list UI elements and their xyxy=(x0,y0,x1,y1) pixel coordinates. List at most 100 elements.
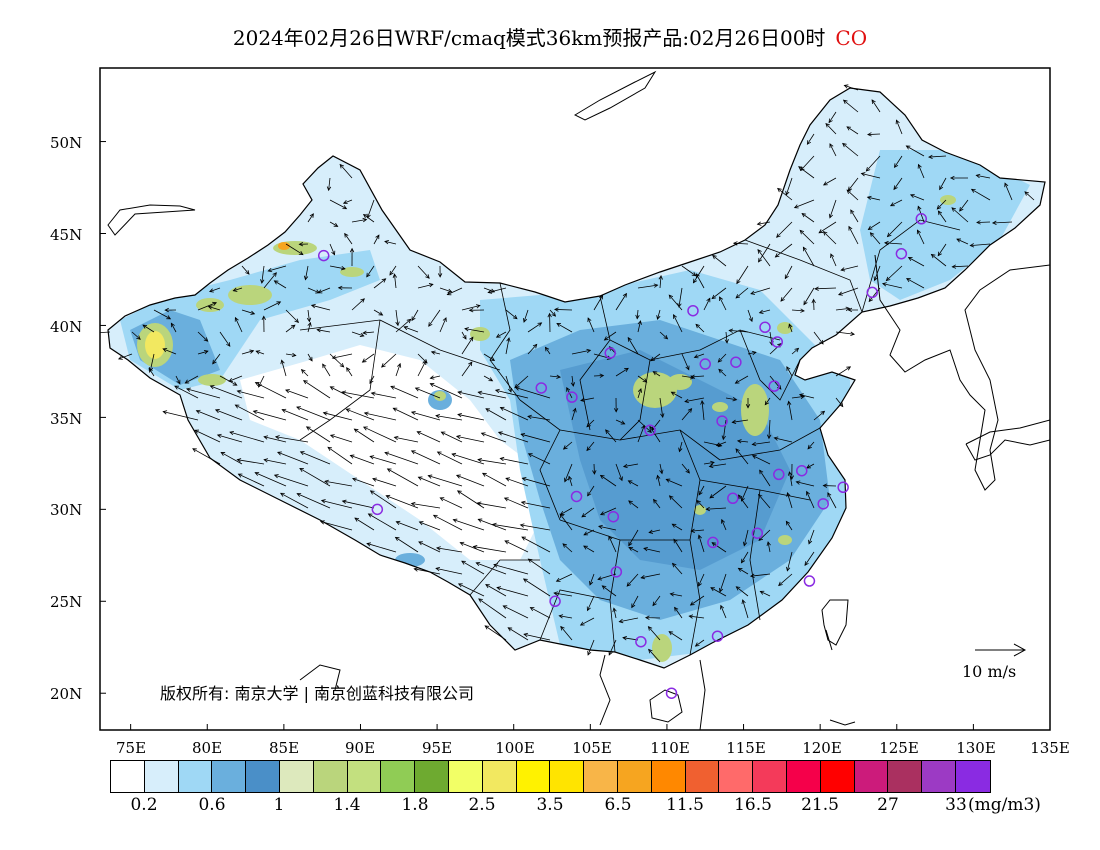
wind-vector xyxy=(764,397,771,406)
wind-vector xyxy=(477,390,507,399)
wind-vector xyxy=(417,476,441,487)
wind-vector xyxy=(766,419,772,440)
wind-vector xyxy=(436,451,463,465)
wind-vector xyxy=(493,563,529,575)
wind-vector xyxy=(337,285,353,291)
wind-vector xyxy=(386,468,419,487)
wind-vector xyxy=(785,177,793,196)
wind-vector xyxy=(776,221,793,238)
wind-vector xyxy=(484,625,507,641)
wind-vector xyxy=(791,347,800,355)
wind-vector xyxy=(718,573,727,593)
wind-vector xyxy=(628,500,639,509)
wind-vector xyxy=(937,210,947,223)
wind-vector xyxy=(440,431,463,443)
wind-vector xyxy=(381,353,397,368)
wind-vector xyxy=(822,231,837,245)
station-marker xyxy=(796,464,808,477)
wind-vector xyxy=(690,374,705,379)
colorbar-swatch xyxy=(111,761,145,792)
wind-vector xyxy=(523,632,551,641)
wind-vector xyxy=(581,507,595,518)
wind-vector xyxy=(605,429,617,443)
wind-vector xyxy=(806,133,815,145)
colorbar-swatch xyxy=(212,761,247,792)
wind-vector xyxy=(608,535,617,553)
wind-vector xyxy=(214,409,243,421)
wind-vector xyxy=(403,325,419,333)
wind-vector xyxy=(599,474,617,487)
wind-vector xyxy=(593,373,605,378)
wind-vector xyxy=(413,567,441,575)
wind-vector xyxy=(369,455,397,465)
colorbar-label: 1.4 xyxy=(333,795,361,815)
wind-vector xyxy=(787,400,793,421)
station-marker xyxy=(837,481,849,494)
wind-vector xyxy=(665,478,683,487)
wind-vector xyxy=(327,446,353,465)
colorbar-label: 27 xyxy=(877,795,899,815)
wind-vector xyxy=(811,298,816,311)
wind-vector xyxy=(674,606,683,619)
wind-vector xyxy=(296,492,331,509)
wind-vector xyxy=(362,426,397,443)
station-marker xyxy=(751,527,764,539)
wind-vector xyxy=(698,485,705,496)
wind-vector xyxy=(260,265,265,284)
wind-vector xyxy=(547,312,552,333)
wind-vector xyxy=(867,132,881,137)
wind-vector xyxy=(395,309,400,327)
wind-vector xyxy=(747,309,753,323)
wind-vector xyxy=(842,99,859,113)
station-marker xyxy=(607,510,620,523)
wind-vector xyxy=(668,294,683,311)
wind-vector xyxy=(483,353,496,361)
wind-vector xyxy=(219,331,231,347)
wind-vector xyxy=(694,639,705,647)
wind-vector xyxy=(678,441,683,453)
wind-vector xyxy=(732,241,749,246)
wind-vector xyxy=(628,546,639,553)
wind-vector xyxy=(830,253,837,267)
wind-vector xyxy=(681,463,690,474)
wind-vector xyxy=(302,380,331,399)
wind-vector xyxy=(628,529,639,547)
wind-vector xyxy=(263,301,282,311)
wind-vector xyxy=(285,243,304,256)
colorbar-swatch xyxy=(246,761,280,792)
wind-vector xyxy=(689,595,705,606)
wind-vector xyxy=(631,595,639,609)
wind-vector xyxy=(802,246,815,267)
wind-vector xyxy=(366,265,375,278)
wind-vector xyxy=(296,406,331,421)
wind-vector xyxy=(659,397,665,419)
wind-vector xyxy=(648,648,661,663)
wind-vector xyxy=(735,586,749,597)
wind-vector xyxy=(529,607,551,619)
lon-label: 80E xyxy=(191,739,223,757)
wind-vector xyxy=(117,353,133,360)
wind-vector xyxy=(234,404,265,421)
wind-vector xyxy=(705,506,727,512)
wind-vector xyxy=(428,309,441,327)
wind-vector xyxy=(787,471,793,487)
wind-vector xyxy=(618,617,639,624)
wind-vector xyxy=(930,253,947,267)
wind-vector xyxy=(329,386,353,399)
wind-vector xyxy=(241,309,256,315)
station-marker xyxy=(635,635,647,648)
wind-vector xyxy=(341,499,375,509)
wind-vector xyxy=(175,375,181,385)
wind-vector xyxy=(261,315,266,333)
wind-vector xyxy=(369,490,397,509)
wind-vector xyxy=(455,434,485,443)
station-marker xyxy=(727,492,739,505)
wind-vector xyxy=(750,287,771,295)
wind-vector xyxy=(827,492,837,509)
station-marker xyxy=(915,213,928,225)
wind-vector xyxy=(219,375,238,386)
lon-label: 105E xyxy=(572,739,612,757)
colorbar-label: 2.5 xyxy=(468,795,496,815)
pollutant-species: CO xyxy=(835,26,868,50)
wind-vector xyxy=(267,265,287,273)
